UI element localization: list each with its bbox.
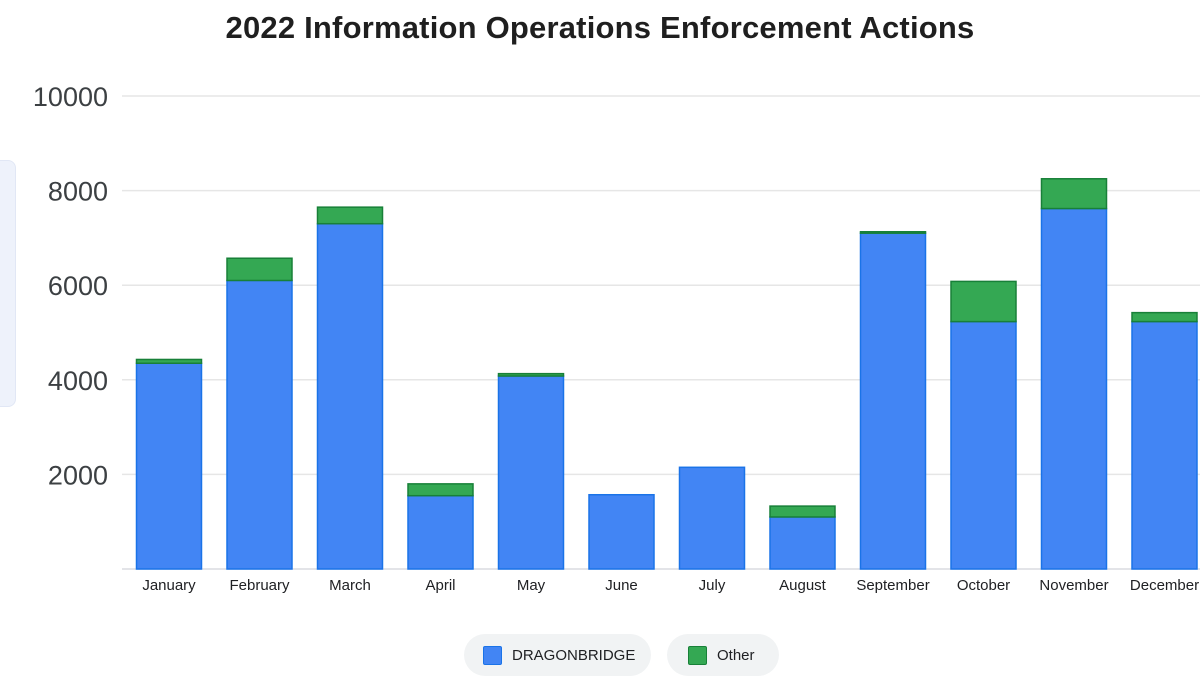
chart-title: 2022 Information Operations Enforcement …: [225, 10, 975, 45]
bar-dragonbridge-november: [1040, 207, 1108, 570]
x-tick-label: January: [142, 577, 196, 594]
bar-other-february: [226, 257, 293, 282]
y-tick-label: 4000: [48, 366, 108, 396]
x-tick-label: November: [1039, 577, 1108, 594]
x-tick-label: May: [517, 577, 546, 594]
x-tick-label: July: [699, 577, 726, 594]
bar-dragonbridge-august: [769, 516, 836, 570]
legend-swatch-other: [688, 645, 707, 665]
legend: DRAGONBRIDGE Other: [0, 632, 1200, 678]
y-tick-label: 8000: [48, 177, 108, 207]
bar-other-march: [316, 206, 384, 225]
bar-other-august: [769, 505, 836, 518]
legend-swatch-dragonbridge: [483, 645, 502, 665]
bar-dragonbridge-april: [407, 494, 474, 570]
side-panel-tab[interactable]: [0, 160, 16, 407]
bar-dragonbridge-october: [950, 320, 1017, 570]
y-tick-label: 6000: [48, 271, 108, 301]
x-tick-label: April: [425, 577, 455, 594]
bar-other-november: [1040, 178, 1108, 210]
y-tick-label: 2000: [48, 460, 108, 490]
bar-other-may: [497, 372, 565, 377]
x-tick-label: August: [779, 577, 827, 594]
bar-dragonbridge-february: [226, 279, 293, 570]
bar-other-january: [135, 358, 203, 364]
bar-dragonbridge-july: [678, 466, 746, 570]
x-tick-label: March: [329, 577, 371, 594]
legend-item-dragonbridge[interactable]: DRAGONBRIDGE: [464, 634, 651, 676]
bar-dragonbridge-september: [859, 232, 927, 570]
bar-other-october: [950, 280, 1017, 323]
y-tick-label: 10000: [33, 82, 108, 112]
bar-other-september: [859, 231, 927, 234]
x-tick-label: October: [957, 577, 1010, 594]
bar-dragonbridge-march: [316, 222, 384, 570]
x-tick-label: December: [1130, 577, 1199, 594]
bar-dragonbridge-may: [497, 375, 565, 570]
legend-label-dragonbridge: DRAGONBRIDGE: [512, 646, 636, 664]
bar-other-april: [407, 483, 474, 497]
x-tick-label: February: [229, 577, 290, 594]
bar-dragonbridge-january: [135, 362, 203, 570]
x-tick-label: September: [856, 577, 929, 594]
x-tick-label: June: [605, 577, 638, 594]
bar-dragonbridge-december: [1131, 320, 1198, 570]
bar-other-december: [1131, 311, 1198, 323]
legend-label-other: Other: [717, 646, 755, 664]
legend-item-other[interactable]: Other: [667, 634, 779, 676]
bar-dragonbridge-june: [588, 493, 655, 570]
